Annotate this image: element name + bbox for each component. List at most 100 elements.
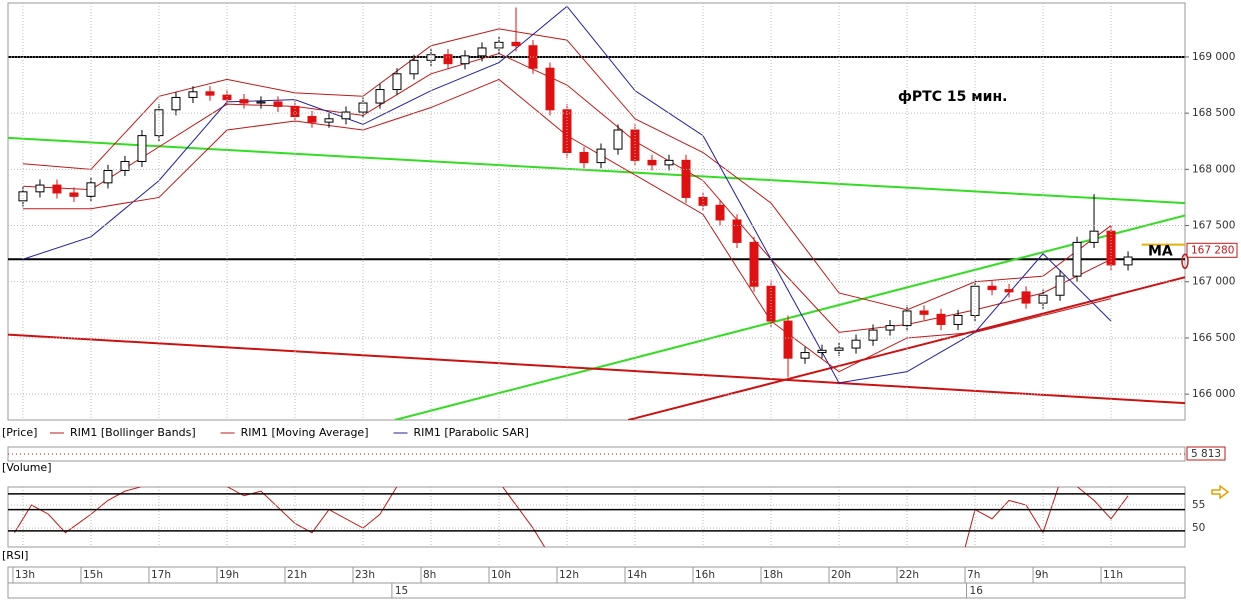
x-tick-label: 18h [763,569,783,581]
candle-body [953,314,963,325]
candle-body [579,151,589,164]
candle-body [1004,289,1014,293]
rsi-tick-label: 55 [1192,499,1205,511]
candle-body [1123,256,1133,266]
candle-body [273,101,283,107]
candle-body [103,169,113,184]
candle-body [1072,241,1082,277]
candle-body [885,325,895,331]
y-tick-label: 168 000 [1192,163,1235,175]
candle-body [630,129,640,161]
x-tick-label: 10h [491,569,511,581]
candle-body [205,91,215,96]
legend-label: RIM1 [Moving Average] [241,426,369,439]
x-tick-label: 13h [15,569,35,581]
candle-body [239,99,249,104]
y-tick-label: 168 500 [1192,107,1235,119]
candle-body [358,102,368,113]
candle-body [987,285,997,291]
candle-body [1106,230,1116,266]
date-label: 16 [970,585,984,597]
candle-body [256,101,266,104]
trend-line [8,136,1185,205]
candle-body [443,54,453,65]
candle-body [800,352,810,359]
rsi-line [14,487,1129,547]
x-tick-label: 19h [219,569,239,581]
candle-body [1055,275,1065,296]
candle-body [1089,230,1099,243]
candle-body [562,109,572,153]
candle-body [511,41,521,47]
candle-body [171,96,181,111]
candle-body [477,47,487,57]
price-marker [1181,253,1189,270]
x-tick-label: 8h [423,569,436,581]
candle-body [460,55,470,65]
legend-label: RIM1 [Bollinger Bands] [70,426,196,439]
candle-body [919,310,929,315]
x-tick-label: 20h [831,569,851,581]
candle-body [120,160,130,171]
x-tick-label: 14h [627,569,647,581]
candle-body [936,313,946,325]
pane-label: [RSI] [2,549,28,562]
candle-body [613,129,623,150]
candle-body [664,159,674,166]
x-tick-label: 21h [287,569,307,581]
candle-body [732,219,742,243]
candle-body [188,91,198,98]
volume-label: 5 813 [1191,448,1221,460]
candle-body [749,241,759,287]
rsi-tick-label: 50 [1192,522,1205,534]
x-tick-label: 23h [355,569,375,581]
candle-body [18,191,28,202]
price-pane [7,2,1186,421]
legend-label: RIM1 [Parabolic SAR] [414,426,529,439]
candle-body [35,184,45,193]
volume-box [1186,446,1226,461]
candle-body [341,111,351,120]
date-label: 15 [395,585,408,597]
candle-body [69,192,79,197]
candle-body [715,204,725,221]
candle-body [307,116,317,123]
candle-body [783,320,793,359]
x-tick-label: 15h [83,569,103,581]
candle-body [868,329,878,341]
candle-body [52,184,62,194]
pane-label: [Volume] [2,461,52,474]
y-tick-label: 167 000 [1192,276,1235,288]
candle-body [409,59,419,75]
y-tick-label: 167 500 [1192,220,1235,232]
ma-label: MA [1148,243,1173,259]
indicator-line [22,28,1112,311]
indicator-line [22,53,1112,333]
annotation: фРТС 15 мин. [898,89,1007,105]
y-tick-label: 169 000 [1192,51,1235,63]
candle-body [817,349,827,354]
candle-body [1021,291,1031,304]
candle-body [222,94,232,101]
candle-body [851,339,861,349]
x-tick-label: 9h [1035,569,1048,581]
candle-body [1038,294,1048,304]
price-label: 167 280 [1191,244,1234,256]
candle-body [596,148,606,164]
candle-body [647,159,657,166]
x-tick-label: 12h [559,569,579,581]
candle-body [375,89,385,104]
x-tick-label: 7h [967,569,980,581]
candle-body [324,118,334,123]
x-tick-label: 22h [899,569,919,581]
arrow-icon [1211,484,1230,500]
candle-body [137,135,147,162]
y-tick-label: 166 000 [1192,388,1235,400]
candle-body [545,67,555,111]
rsi-pane [7,486,1186,548]
trend-line [8,333,1185,405]
trend-line [394,214,1185,420]
candle-body [392,73,402,91]
x-tick-label: 16h [695,569,715,581]
